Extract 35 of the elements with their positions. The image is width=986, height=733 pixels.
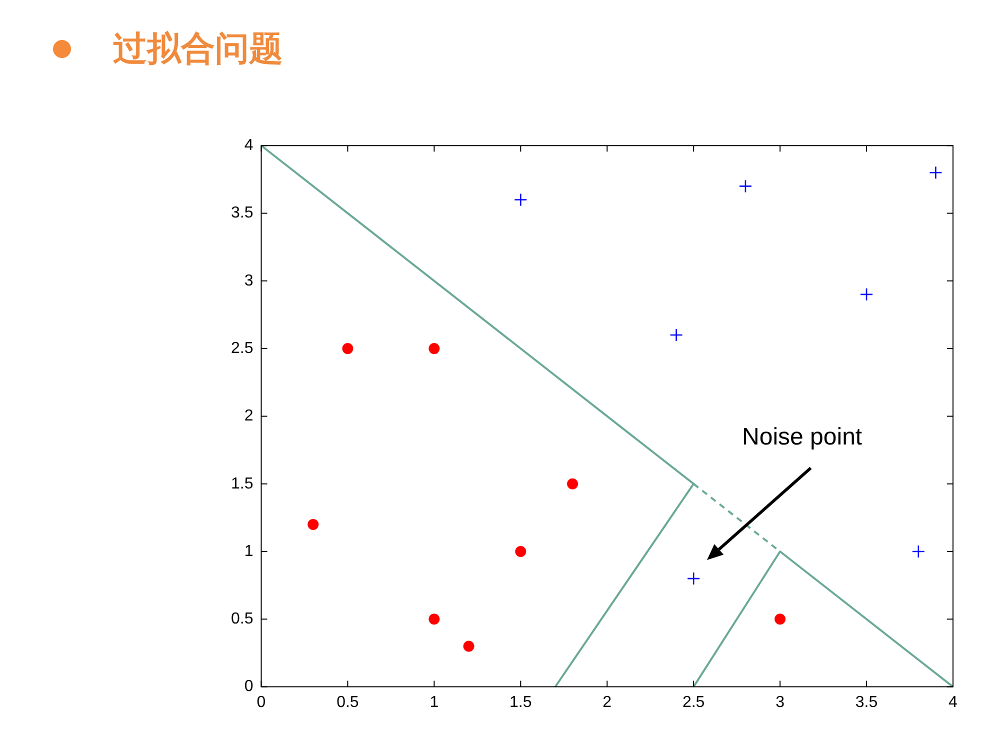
x-tick-label: 0 (256, 694, 266, 711)
x-tick-label: 2 (602, 694, 612, 711)
point (428, 614, 440, 625)
x-tick-label: 2.5 (682, 694, 705, 711)
y-tick-label: 0.5 (230, 610, 254, 628)
x-tick-label: 1 (430, 694, 439, 711)
y-tick-label: 1.5 (230, 475, 254, 492)
x-tick-label: 3 (776, 694, 785, 711)
x-tick-label: 0.5 (336, 694, 359, 711)
point (514, 193, 528, 206)
annotation: Noise point (742, 423, 862, 450)
y-tick-label: 0 (244, 678, 254, 696)
point (738, 180, 752, 193)
point (515, 546, 526, 557)
point (463, 640, 474, 652)
point (912, 544, 926, 558)
y-tick-label: 2.5 (230, 340, 254, 357)
point (860, 288, 874, 302)
point (774, 614, 786, 625)
x-tick-label: 1.5 (510, 694, 532, 711)
y-tick-label: 3.5 (230, 204, 254, 222)
y-tick-label: 4 (244, 137, 254, 154)
point (686, 572, 700, 586)
x-tick-label: 4 (948, 694, 958, 711)
point (308, 518, 319, 530)
point (567, 478, 578, 490)
point (342, 343, 354, 354)
point (670, 328, 683, 342)
x-tick-label: 3.5 (855, 694, 878, 711)
y-tick-label: 2 (244, 408, 254, 425)
y-tick-label: 1 (244, 542, 254, 560)
point (428, 343, 440, 354)
chart-title: 过拟合问题 (113, 28, 283, 71)
y-tick-label: 3 (244, 272, 254, 290)
point (929, 166, 942, 180)
